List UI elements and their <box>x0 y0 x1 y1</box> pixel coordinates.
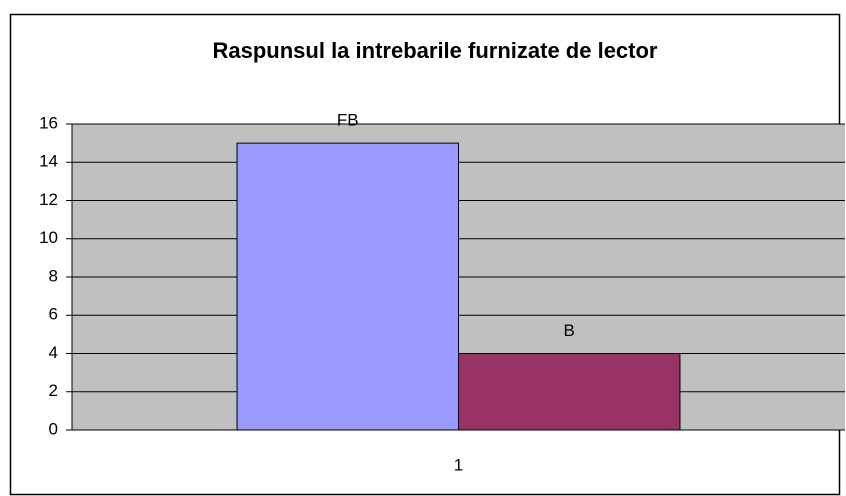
chart-title: Raspunsul la intrebarile furnizate de le… <box>213 38 658 63</box>
bar <box>458 353 681 431</box>
y-tick-label: 2 <box>49 381 58 400</box>
bar <box>236 142 459 431</box>
y-tick-label: 8 <box>49 266 58 285</box>
y-tick-label: 10 <box>39 228 58 247</box>
y-tick-label: 6 <box>49 305 58 324</box>
y-tick-label: 0 <box>49 419 58 438</box>
y-tick-label: 14 <box>39 152 58 171</box>
data-label: FB <box>337 111 359 130</box>
y-tick-label: 16 <box>39 113 58 132</box>
data-label: B <box>564 321 575 340</box>
y-tick-label: 4 <box>49 343 58 362</box>
y-tick-label: 12 <box>39 190 58 209</box>
x-tick-label: 1 <box>454 455 463 474</box>
